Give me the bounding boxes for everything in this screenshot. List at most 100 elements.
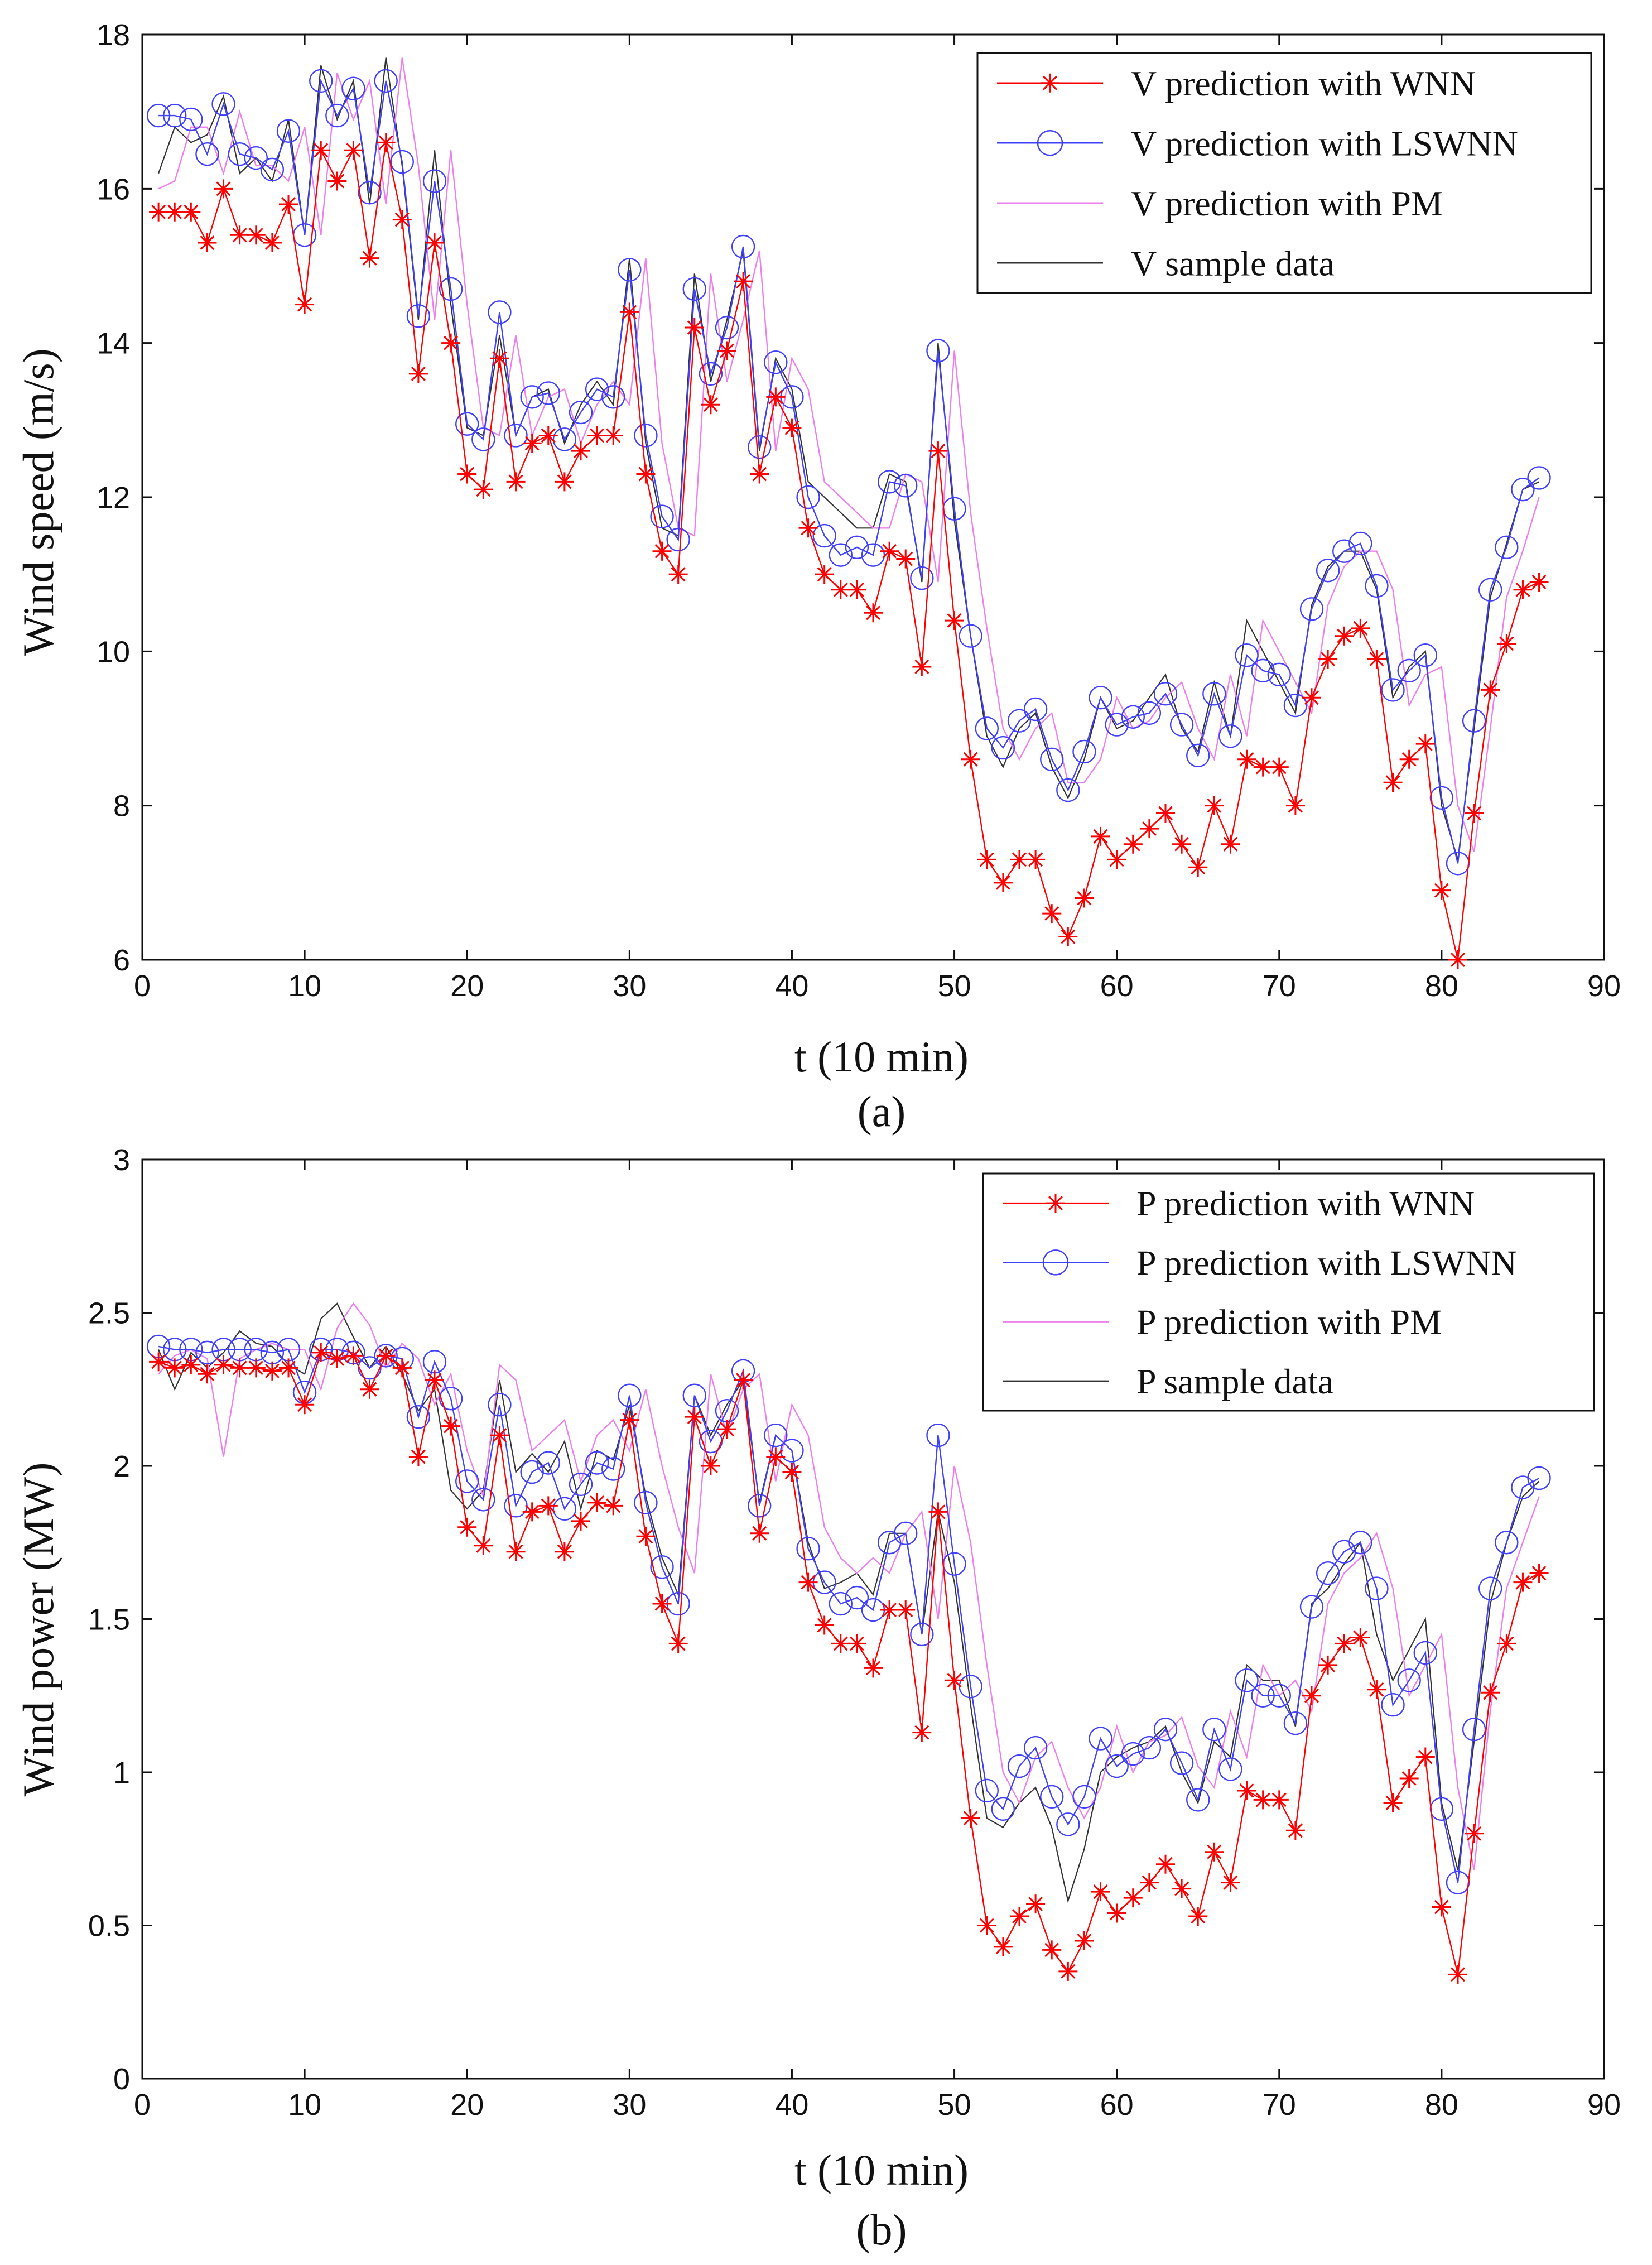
data-point-star — [993, 873, 1013, 892]
data-point-circle — [1348, 531, 1372, 556]
data-point-star — [1481, 680, 1500, 700]
data-point-circle — [748, 435, 772, 459]
legend-entry-label: V prediction with LSWNN — [1131, 123, 1518, 163]
data-point-circle — [910, 1622, 934, 1647]
data-point-star — [311, 141, 331, 160]
data-point-circle — [406, 1405, 431, 1429]
data-point-circle — [1495, 1531, 1519, 1555]
panel-label-b: (b) — [856, 2205, 907, 2254]
data-point-star — [408, 364, 428, 383]
data-point-star — [815, 1615, 834, 1635]
data-point-circle — [1332, 1540, 1356, 1564]
data-point-star — [620, 302, 639, 322]
series-line — [158, 78, 1540, 864]
legend-entry-label: P prediction with LSWNN — [1136, 1243, 1517, 1282]
data-point-star — [311, 1343, 331, 1362]
x-axis-label-a: t (10 min) — [794, 1032, 969, 1081]
data-point-star — [360, 248, 379, 268]
data-point-circle — [975, 716, 999, 740]
x-tick-label: 30 — [613, 969, 646, 1003]
data-point-circle — [1462, 1717, 1486, 1742]
data-point-star — [571, 1511, 590, 1531]
x-tick-label: 80 — [1425, 2088, 1458, 2122]
data-point-star — [782, 418, 802, 437]
data-point-star — [1107, 1903, 1126, 1923]
data-point-star — [620, 1410, 639, 1430]
data-point-circle — [325, 103, 349, 128]
data-point-star — [1302, 1686, 1321, 1705]
data-point-star — [1529, 1564, 1549, 1583]
data-point-star — [360, 1379, 379, 1399]
y-tick-label: 2 — [113, 1450, 130, 1483]
data-point-circle — [1429, 786, 1454, 810]
data-point-circle — [1040, 1785, 1064, 1809]
data-point-star — [246, 1358, 266, 1378]
y-tick-label: 14 — [97, 327, 130, 360]
data-point-star — [327, 1349, 347, 1368]
data-point-star — [1139, 1873, 1159, 1892]
data-point-star — [1026, 1894, 1046, 1914]
x-tick-label: 70 — [1263, 2088, 1296, 2122]
data-point-star — [441, 1416, 461, 1436]
chart-panel-a: t (10 min) (a) Wind speed (m/s) 0 10 20 30 4… — [14, 18, 1621, 1136]
data-point-circle — [1089, 1727, 1112, 1751]
x-tick-label: 80 — [1425, 969, 1458, 1003]
data-point-circle — [1023, 1735, 1048, 1760]
data-point-circle — [618, 258, 642, 282]
data-point-star — [1383, 773, 1403, 792]
y-tick-label: 2.5 — [88, 1297, 130, 1330]
panel-label-a: (a) — [858, 1087, 906, 1136]
data-point-circle — [796, 1537, 820, 1561]
data-point-star — [896, 549, 916, 569]
data-point-circle — [926, 339, 950, 363]
x-tick-label: 90 — [1587, 2088, 1621, 2122]
x-axis-label-b: t (10 min) — [794, 2146, 969, 2194]
data-point-star — [1075, 888, 1094, 908]
data-point-star — [652, 1594, 672, 1614]
data-point-star — [847, 1634, 866, 1653]
x-tick-label: 30 — [613, 2088, 646, 2122]
data-point-circle — [1365, 1576, 1389, 1600]
data-point-circle — [601, 385, 625, 409]
legend-swatch-star — [1041, 73, 1059, 93]
data-point-star — [1042, 904, 1062, 924]
data-point-star — [912, 1723, 932, 1742]
data-point-circle — [146, 103, 171, 128]
data-point-star — [1367, 650, 1386, 669]
data-point-circle — [228, 142, 252, 166]
data-point-star — [506, 472, 526, 492]
data-point-circle — [1089, 686, 1112, 710]
data-point-circle — [1105, 1754, 1129, 1778]
data-point-star — [1513, 580, 1533, 599]
data-point-star — [198, 1364, 217, 1384]
x-tick-label: 60 — [1100, 969, 1134, 1003]
data-point-star — [230, 225, 249, 245]
data-point-star — [831, 580, 850, 599]
data-point-star — [1042, 1940, 1062, 1960]
x-tick-label: 50 — [938, 969, 971, 1003]
data-point-star — [1399, 749, 1419, 769]
data-point-circle — [520, 1460, 544, 1484]
data-point-circle — [1186, 743, 1210, 768]
data-point-star — [392, 210, 412, 229]
y-axis-label-b: Wind power (MW) — [14, 1462, 62, 1796]
data-point-star — [230, 1358, 249, 1378]
data-point-star — [977, 850, 996, 869]
data-point-star — [1172, 834, 1192, 854]
data-point-circle — [991, 735, 1015, 760]
y-tick-label: 6 — [113, 944, 130, 977]
data-point-circle — [1153, 682, 1178, 706]
x-tick-label: 70 — [1263, 969, 1296, 1003]
data-point-circle — [682, 277, 706, 301]
data-point-circle — [877, 1531, 902, 1555]
data-point-star — [880, 541, 899, 561]
data-point-star — [149, 1352, 168, 1372]
data-point-star — [766, 1447, 786, 1466]
data-point-star — [928, 441, 948, 461]
y-tick-label: 18 — [97, 18, 130, 52]
data-point-circle — [244, 146, 268, 170]
legend-box — [976, 52, 1592, 294]
data-point-star — [1432, 1897, 1451, 1917]
data-point-star — [1075, 1931, 1094, 1950]
data-point-circle — [1153, 1717, 1178, 1742]
